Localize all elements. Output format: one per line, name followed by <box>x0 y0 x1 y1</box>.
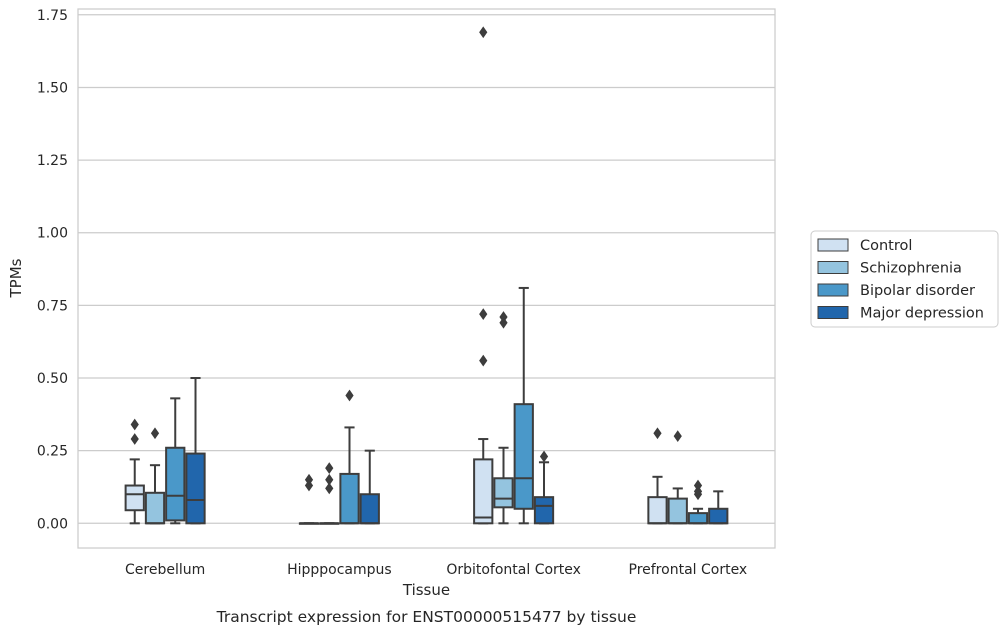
box-bipolar-disorder-hipppocampus <box>339 389 360 525</box>
plot-frame <box>77 8 776 549</box>
box-schizophrenia-prefrontal-cortex <box>667 430 688 525</box>
y-tick-label: 0.25 <box>37 444 68 460</box>
legend-swatch <box>817 283 849 297</box>
x-tick-label: Cerebellum <box>125 562 205 578</box>
box-major-depression-orbitofontal-cortex <box>533 450 555 525</box>
iqr-box <box>339 472 360 525</box>
iqr-box <box>473 458 494 525</box>
y-tick-label: 0.00 <box>37 516 68 532</box>
legend-frame <box>810 230 999 328</box>
x-tick-label: Prefrontal Cortex <box>629 562 748 578</box>
legend-swatch <box>817 306 849 319</box>
box-major-depression-prefrontal-cortex <box>708 490 729 525</box>
outlier-point <box>479 26 488 39</box>
iqr-box <box>493 477 514 509</box>
box-schizophrenia-hipppocampus <box>319 462 340 525</box>
y-tick-label: 0.75 <box>37 298 68 314</box>
box-schizophrenia-cerebellum <box>144 427 166 525</box>
outlier-point <box>499 311 508 323</box>
box-bipolar-disorder-cerebellum <box>165 397 186 525</box>
iqr-box <box>185 452 206 525</box>
iqr-box <box>124 484 145 512</box>
y-tick-label: 1.00 <box>37 226 68 242</box>
box-control-hipppocampus <box>298 473 320 525</box>
outlier-point <box>345 389 354 402</box>
iqr-box <box>513 403 534 510</box>
chart-caption: Transcript expression for ENST0000051547… <box>216 608 637 626</box>
legend-swatch <box>817 261 849 274</box>
y-axis-label: TPMs <box>7 258 25 298</box>
outlier-point <box>673 430 682 443</box>
y-tick-labels: 0.00 0.25 0.50 0.75 1.00 1.25 1.50 1.75 <box>37 8 68 532</box>
x-tick-label: Hipppocampus <box>287 562 392 578</box>
outlier-point <box>130 418 139 431</box>
iqr-box <box>533 496 555 525</box>
iqr-box <box>667 497 688 525</box>
iqr-box <box>359 493 380 525</box>
legend-label: Control <box>860 238 912 254</box>
box-control-prefrontal-cortex <box>647 427 668 525</box>
outlier-point <box>325 482 334 495</box>
outlier-point <box>150 427 160 440</box>
box-bipolar-disorder-orbitofontal-cortex <box>513 286 534 525</box>
outlier-point <box>325 462 334 474</box>
y-tick-label: 1.75 <box>37 8 68 24</box>
iqr-box <box>708 507 729 525</box>
iqr-box <box>144 491 166 525</box>
box-major-depression-cerebellum <box>185 377 206 525</box>
x-axis-label: Tissue <box>402 581 450 599</box>
box-bipolar-disorder-prefrontal-cortex <box>687 479 709 525</box>
outlier-point <box>304 473 314 486</box>
y-tick-label: 1.25 <box>37 153 68 169</box>
legend-label: Schizophrenia <box>860 261 962 277</box>
iqr-box <box>165 446 186 522</box>
box-major-depression-hipppocampus <box>359 449 380 525</box>
legend-label: Major depression <box>860 306 984 322</box>
box-schizophrenia-orbitofontal-cortex <box>493 311 514 525</box>
legend-swatch <box>817 238 849 252</box>
y-tick-label: 0.50 <box>37 371 68 387</box>
legend-label: Bipolar disorder <box>860 283 975 299</box>
outlier-point <box>693 479 703 492</box>
iqr-box <box>687 512 709 525</box>
outlier-point <box>130 433 139 445</box>
outlier-point <box>539 450 549 463</box>
outlier-point <box>479 308 488 320</box>
x-tick-label: Orbitofontal Cortex <box>446 562 581 578</box>
box-control-cerebellum <box>124 418 145 525</box>
iqr-box <box>647 496 668 525</box>
box-layer <box>124 26 729 525</box>
outlier-point <box>653 427 662 440</box>
box-control-orbitofontal-cortex <box>473 26 494 525</box>
legend: Control Schizophrenia Bipolar disorder Majo… <box>810 230 999 328</box>
x-tick-labels: Cerebellum Hipppocampus Orbitofontal Corte… <box>125 562 747 578</box>
outlier-point <box>325 473 334 486</box>
y-tick-label: 1.50 <box>37 80 68 96</box>
outlier-point <box>479 354 488 367</box>
